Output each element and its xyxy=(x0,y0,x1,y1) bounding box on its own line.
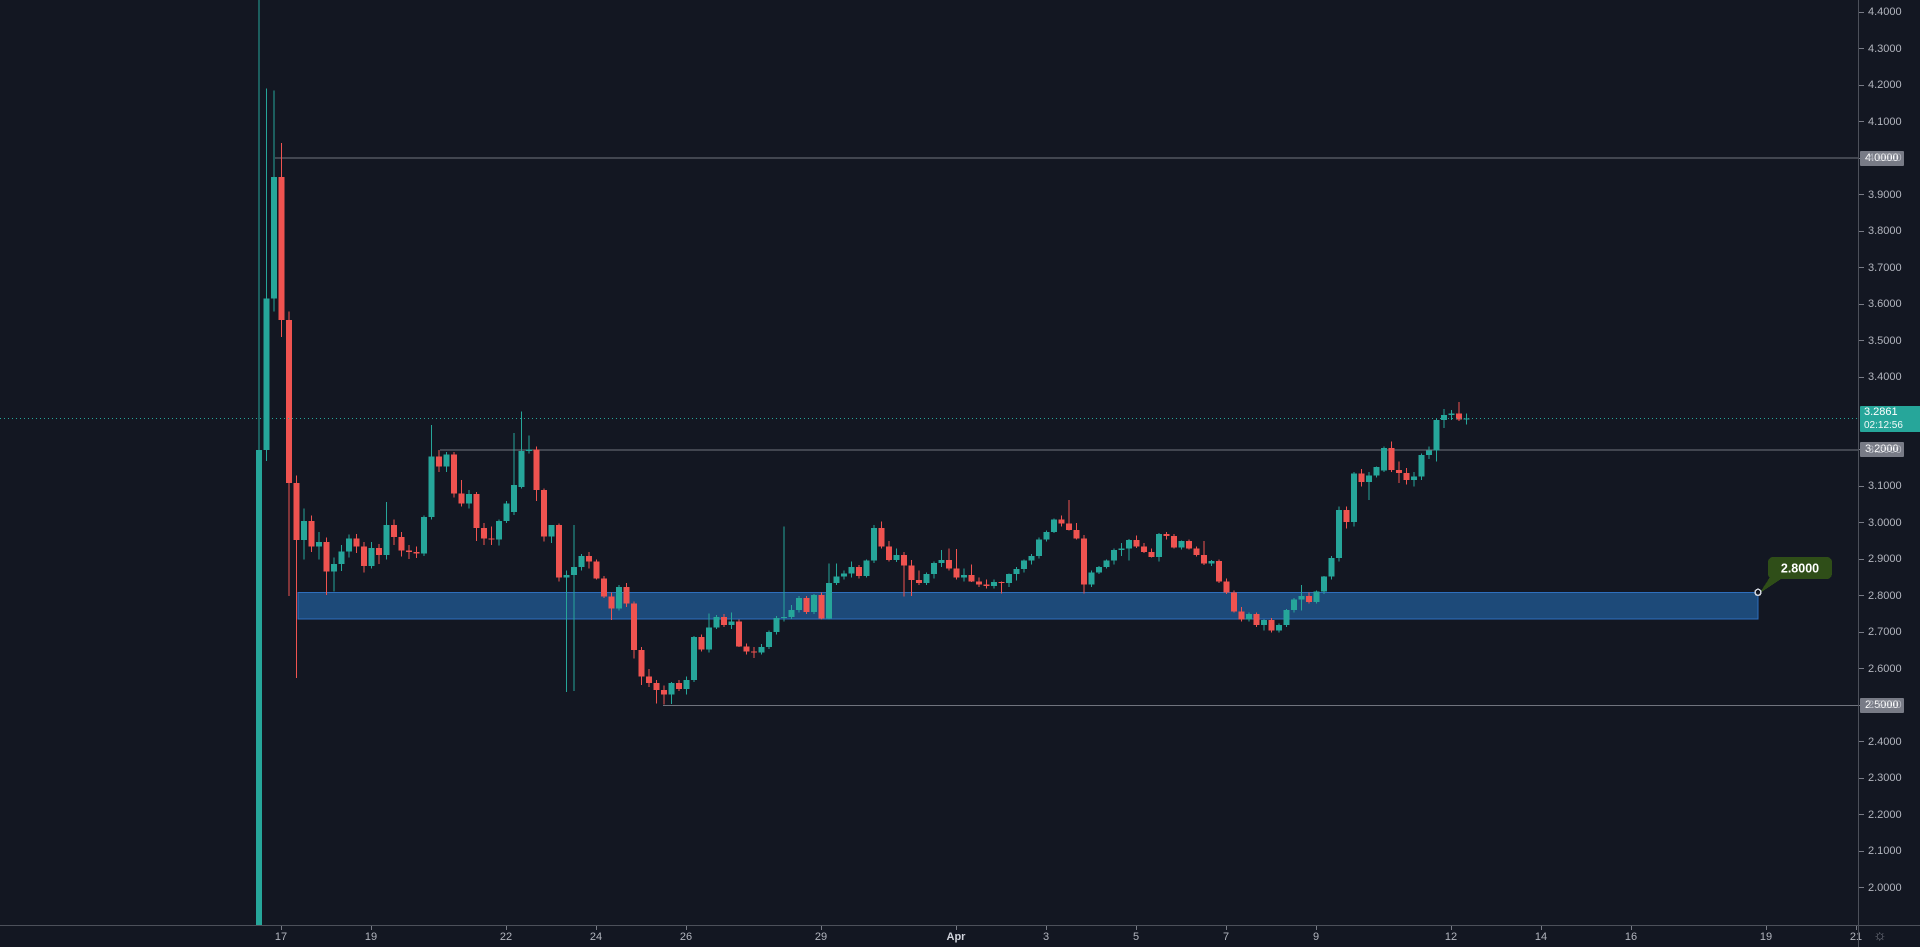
price-tick xyxy=(1859,303,1864,305)
price-callout-box[interactable] xyxy=(1768,557,1832,579)
callout-anchor-handle[interactable] xyxy=(1754,588,1762,597)
time-axis-label: 24 xyxy=(589,931,603,943)
time-tick xyxy=(1316,926,1317,930)
price-tick xyxy=(1859,704,1864,706)
price-tick xyxy=(1859,449,1864,451)
price-tick xyxy=(1859,157,1864,159)
last-price-tag: 3.2861 02:12:56 xyxy=(1860,405,1920,432)
price-tick xyxy=(1859,558,1864,560)
time-axis-label: 17 xyxy=(274,931,288,943)
price-axis-label: 4.3000 xyxy=(1859,42,1902,56)
price-tick xyxy=(1859,48,1864,49)
price-tick xyxy=(1859,376,1864,378)
price-axis-label: 2.5000 xyxy=(1859,698,1902,712)
time-axis-label: 19 xyxy=(1759,931,1773,943)
price-tick xyxy=(1859,887,1864,889)
time-axis-label: 29 xyxy=(814,931,828,943)
price-axis-label: 2.6000 xyxy=(1859,662,1902,676)
time-tick xyxy=(1766,926,1767,930)
time-axis-label: Apr xyxy=(946,931,966,943)
price-axis-label: 4.0000 xyxy=(1859,151,1902,165)
price-tick xyxy=(1859,194,1864,195)
time-tick xyxy=(1856,926,1857,930)
price-tick xyxy=(1859,595,1864,597)
support-zone-rect[interactable] xyxy=(297,591,1759,620)
time-tick xyxy=(281,926,282,930)
price-tick xyxy=(1859,850,1864,852)
time-axis-label: 12 xyxy=(1444,931,1458,943)
time-axis-label: 14 xyxy=(1534,931,1548,943)
price-tick xyxy=(1859,631,1864,633)
price-axis-label: 2.8000 xyxy=(1859,589,1902,603)
time-axis-label: 21 xyxy=(1849,931,1863,943)
price-axis-label: 2.4000 xyxy=(1859,735,1902,749)
price-axis-label: 2.1000 xyxy=(1859,844,1902,858)
price-tick xyxy=(1859,267,1864,268)
price-axis-label: 4.4000 xyxy=(1859,5,1902,19)
time-axis-label: 3 xyxy=(1042,931,1050,943)
time-axis-label: 16 xyxy=(1624,931,1638,943)
price-tick xyxy=(1859,522,1864,524)
price-tick xyxy=(1859,485,1864,487)
time-tick xyxy=(506,926,507,930)
price-tick xyxy=(1859,121,1864,122)
price-tick xyxy=(1859,777,1864,779)
price-axis-label: 3.5000 xyxy=(1859,334,1902,348)
price-tick xyxy=(1859,668,1864,670)
time-tick xyxy=(821,926,822,930)
price-axis-label: 2.2000 xyxy=(1859,808,1902,822)
price-axis-label: 3.2000 xyxy=(1859,443,1902,457)
price-tick xyxy=(1859,741,1864,743)
time-axis-label: 9 xyxy=(1312,931,1320,943)
price-line-tag-4.0000: 4.0000 xyxy=(1860,150,1904,166)
price-tick xyxy=(1859,340,1864,341)
time-axis-label: 5 xyxy=(1132,931,1140,943)
price-line-tag-2.5000: 2.5000 xyxy=(1860,697,1904,713)
price-axis-label: 2.3000 xyxy=(1859,771,1902,785)
price-axis-label: 2.0000 xyxy=(1859,881,1902,895)
time-tick xyxy=(596,926,597,930)
time-tick xyxy=(1046,926,1047,930)
callout-tail xyxy=(1759,577,1784,594)
chart-pane[interactable]: 2.8000 xyxy=(0,0,1858,925)
price-axis-label: 2.9000 xyxy=(1859,552,1902,566)
time-tick xyxy=(1226,926,1227,930)
time-axis-label: 19 xyxy=(364,931,378,943)
price-axis-label: 3.1000 xyxy=(1859,479,1902,493)
price-axis-label: 2.7000 xyxy=(1859,625,1902,639)
price-axis-label: 3.9000 xyxy=(1859,188,1902,202)
time-tick xyxy=(1136,926,1137,930)
time-tick xyxy=(1541,926,1542,930)
price-tick xyxy=(1859,84,1864,86)
price-axis-label: 3.0000 xyxy=(1859,516,1902,530)
time-tick xyxy=(1631,926,1632,930)
price-axis[interactable]: 4.0000 3.2000 2.5000 4.4000 4.3000 4.2000 4.10… xyxy=(1858,0,1920,925)
time-axis[interactable]: 17 19 22 24 26 29 Apr 3 5 7 9 12 14 16 19 21 xyxy=(0,925,1920,947)
price-axis-label: 3.4000 xyxy=(1859,370,1902,384)
price-axis-label: 4.1000 xyxy=(1859,115,1902,129)
price-tick xyxy=(1859,814,1864,816)
time-axis-label: 22 xyxy=(499,931,513,943)
price-line-tag-3.2000: 3.2000 xyxy=(1860,442,1904,458)
price-callout-label: 2.8000 xyxy=(1781,562,1819,576)
time-axis-label: 7 xyxy=(1222,931,1230,943)
price-axis-label: 3.8000 xyxy=(1859,224,1902,238)
candles-group xyxy=(256,0,1470,925)
price-tick xyxy=(1859,11,1864,13)
time-tick xyxy=(1451,926,1452,930)
sun-icon[interactable]: ☼ xyxy=(1873,927,1887,944)
price-tick xyxy=(1859,230,1864,232)
time-tick xyxy=(956,926,957,930)
price-axis-label: 3.6000 xyxy=(1859,297,1902,311)
axis-corner: ☼ xyxy=(1858,925,1920,947)
time-tick xyxy=(686,926,687,930)
time-axis-label: 26 xyxy=(679,931,693,943)
bar-countdown: 02:12:56 xyxy=(1864,419,1903,431)
time-tick xyxy=(371,926,372,930)
price-axis-label: 4.2000 xyxy=(1859,78,1902,92)
last-price-value: 3.2861 xyxy=(1864,405,1898,418)
price-axis-label: 3.7000 xyxy=(1859,261,1902,275)
